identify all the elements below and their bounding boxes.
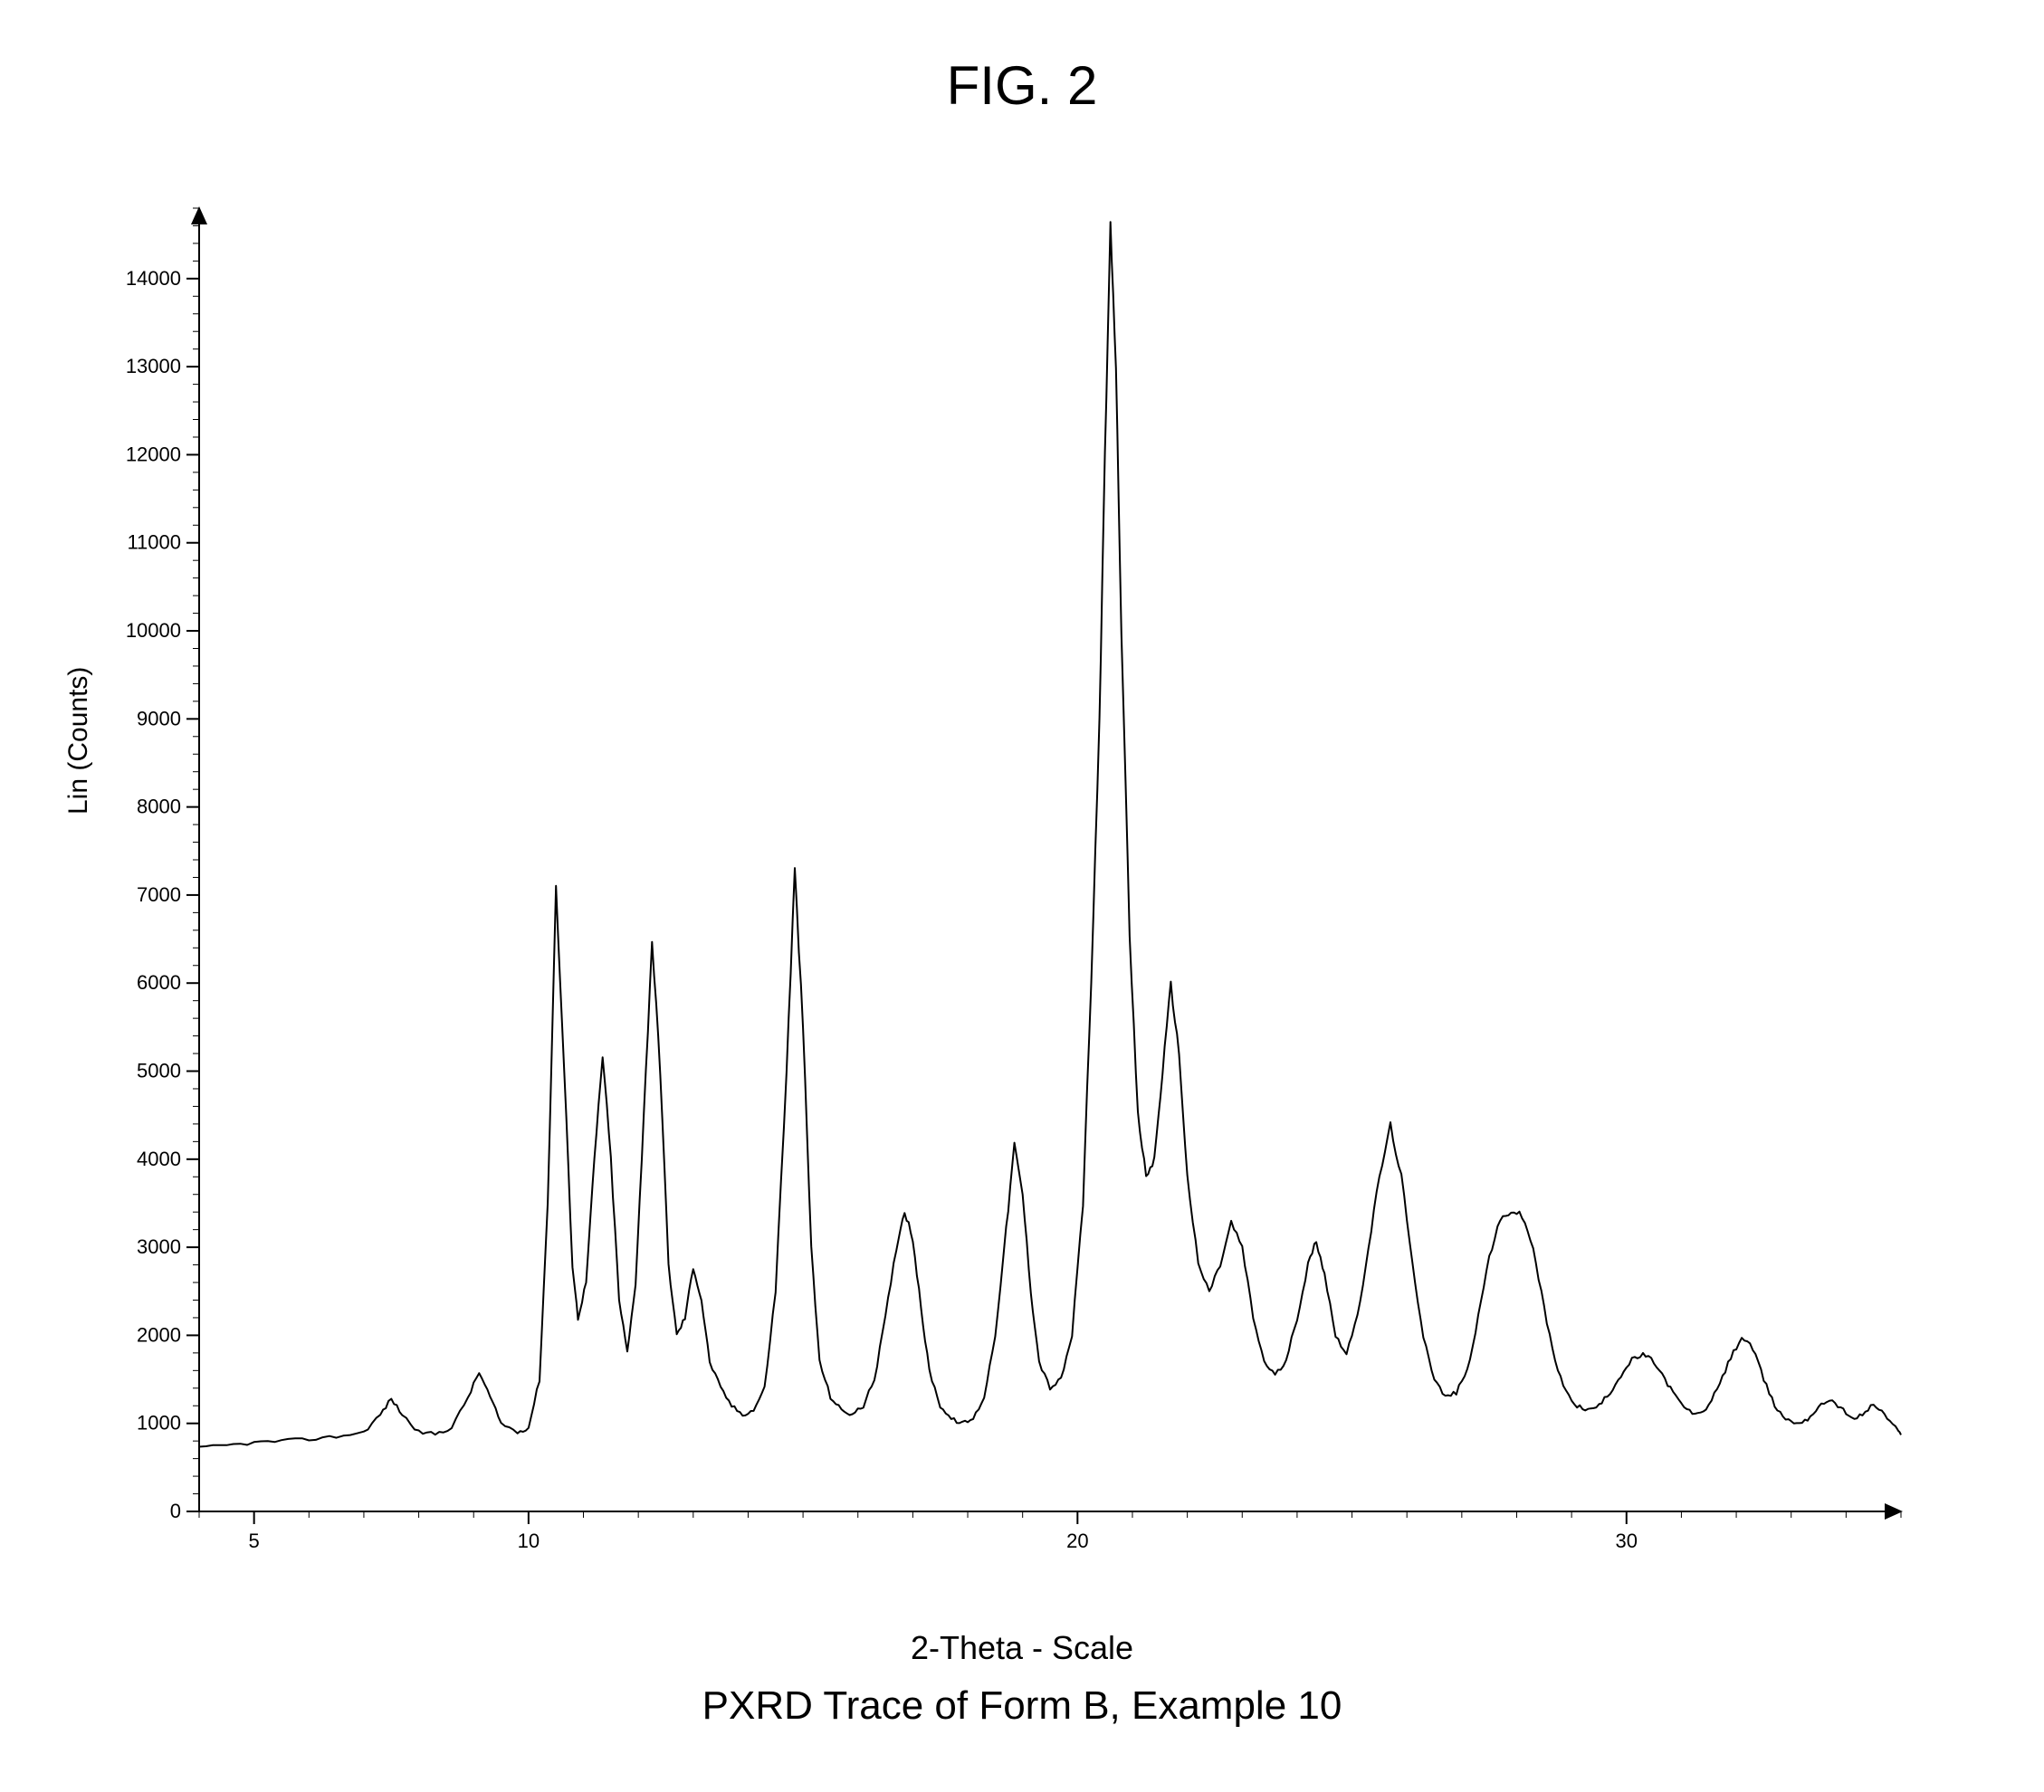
svg-text:14000: 14000 xyxy=(126,267,181,290)
svg-text:12000: 12000 xyxy=(126,443,181,465)
svg-text:6000: 6000 xyxy=(137,971,181,994)
svg-text:2000: 2000 xyxy=(137,1323,181,1346)
svg-text:0: 0 xyxy=(170,1500,181,1522)
svg-text:8000: 8000 xyxy=(137,796,181,818)
svg-text:9000: 9000 xyxy=(137,707,181,729)
svg-text:1000: 1000 xyxy=(137,1412,181,1435)
svg-text:13000: 13000 xyxy=(126,355,181,377)
chart-caption: PXRD Trace of Form B, Example 10 xyxy=(0,1683,2044,1729)
svg-text:3000: 3000 xyxy=(137,1235,181,1258)
svg-text:20: 20 xyxy=(1066,1530,1088,1552)
svg-text:5000: 5000 xyxy=(137,1060,181,1082)
figure-title: FIG. 2 xyxy=(0,54,2044,117)
svg-text:11000: 11000 xyxy=(127,531,181,554)
svg-text:10000: 10000 xyxy=(126,619,181,642)
svg-text:10: 10 xyxy=(518,1530,540,1552)
svg-text:7000: 7000 xyxy=(137,883,181,906)
y-axis-label: Lin (Counts) xyxy=(63,667,94,815)
pxrd-chart: 0 1000 2000 3000 4000 5000 6000 7000 8000 9000 100… xyxy=(109,199,1919,1575)
svg-text:5: 5 xyxy=(249,1530,260,1552)
svg-text:30: 30 xyxy=(1616,1530,1638,1552)
svg-text:4000: 4000 xyxy=(137,1148,181,1170)
x-axis-label: 2-Theta - Scale xyxy=(0,1629,2044,1667)
